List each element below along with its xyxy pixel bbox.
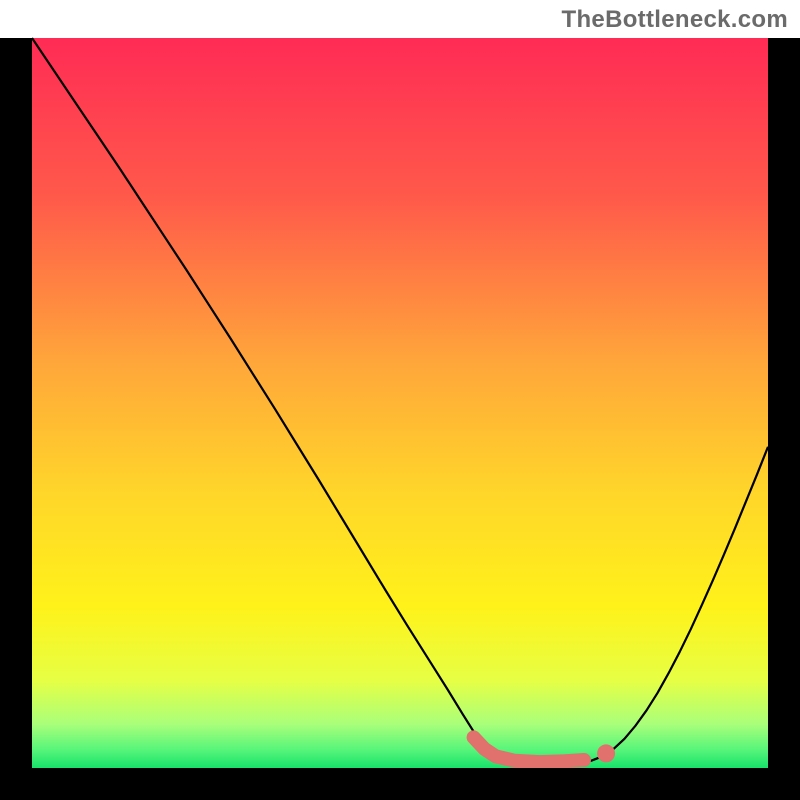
heatmap-background bbox=[32, 38, 768, 768]
bottleneck-chart bbox=[0, 0, 800, 800]
watermark-text: TheBottleneck.com bbox=[562, 6, 788, 34]
chart-container: TheBottleneck.com bbox=[0, 0, 800, 800]
optimal-point-marker bbox=[597, 744, 615, 762]
